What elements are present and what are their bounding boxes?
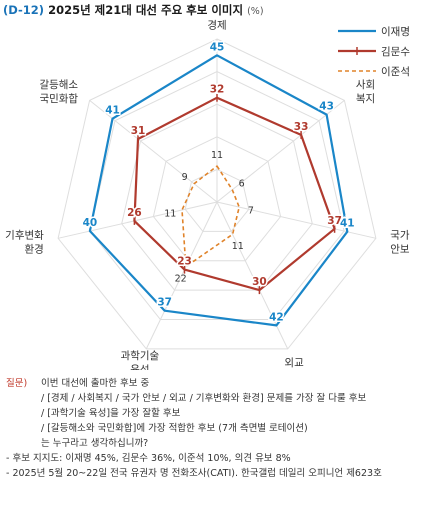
data-label: 41 [340, 218, 355, 230]
question-line: / [과학기술 육성]을 가장 잘할 후보 [41, 408, 181, 419]
axis-label: 갈등해소 국민화합 [39, 78, 78, 105]
grid-spoke [145, 201, 218, 350]
grid-ring [57, 38, 377, 350]
data-label: 42 [269, 311, 284, 323]
series-line [133, 96, 336, 292]
data-label: 40 [83, 217, 98, 229]
question-line: / [경제 / 사회복지 / 국가 안보 / 외교 / 기후변화와 환경] 문제… [41, 393, 367, 404]
source-note: - 2025년 5월 20~22일 전국 유권자 명 전화조사(CATI). 한… [6, 468, 382, 479]
question-line: 이번 대선에 출마한 후보 중 [41, 378, 150, 389]
series-line [88, 54, 349, 327]
grid-ring [184, 168, 250, 232]
data-label: 33 [294, 121, 309, 133]
data-label: 7 [248, 206, 254, 217]
axis-label: 경제 [207, 18, 226, 31]
data-label: 23 [177, 256, 192, 268]
grid-spoke [216, 100, 345, 203]
footer-notes: 질문) 이번 대선에 출마한 후보 중 / [경제 / 사회복지 / 국가 안보… [6, 376, 434, 481]
question-block: 질문) 이번 대선에 출마한 후보 중 / [경제 / 사회복지 / 국가 안보… [6, 376, 434, 451]
data-label: 11 [211, 150, 223, 161]
axis-label: 외교 [284, 357, 304, 369]
legend-label: 김문수 [381, 46, 410, 58]
title-unit: (%) [247, 6, 264, 17]
data-label: 31 [131, 125, 146, 137]
axis-label: 기후변화 환경 [5, 230, 44, 256]
axis-label: 국가 안보 [390, 230, 410, 256]
data-label: 43 [319, 101, 334, 113]
grid-ring [89, 71, 345, 320]
data-label: 41 [105, 105, 120, 117]
data-label: 11 [164, 209, 176, 220]
data-label: 9 [182, 172, 188, 183]
legend-label: 이재명 [381, 26, 410, 38]
data-label: 32 [210, 84, 225, 96]
grid-ring [152, 136, 282, 262]
data-label: 30 [252, 276, 267, 288]
data-label: 37 [327, 215, 342, 227]
series-line [181, 165, 240, 268]
question-lines: 이번 대선에 출마한 후보 중 / [경제 / 사회복지 / 국가 안보 / 외… [41, 376, 366, 451]
grid-spoke [89, 100, 218, 203]
data-label: 6 [239, 178, 245, 189]
support-note: - 후보 지지도: 이재명 45%, 김문수 36%, 이준석 10%, 의견 … [6, 453, 291, 464]
question-line: 는 누구라고 생각하십니까? [41, 438, 149, 449]
question-label: 질문) [6, 378, 28, 389]
data-label: 45 [210, 41, 225, 53]
title-text: 2025년 제21대 대선 주요 후보 이미지 [48, 3, 244, 17]
data-label: 26 [127, 207, 142, 219]
question-line: / [갈등해소와 국민화합]에 가장 적합한 후보 (7개 측면별 로테이션) [41, 423, 308, 434]
title-tag: (D-12) [3, 3, 45, 17]
grid-spoke [216, 201, 377, 239]
data-label: 37 [157, 297, 172, 309]
data-label: 22 [175, 273, 187, 284]
axis-label: 사회 복지 [356, 79, 375, 105]
page-title: (D-12) 2025년 제21대 대선 주요 후보 이미지 (%) [3, 2, 264, 18]
grid-spoke [57, 201, 218, 239]
legend-label: 이준석 [381, 66, 410, 78]
data-label: 11 [232, 241, 244, 252]
